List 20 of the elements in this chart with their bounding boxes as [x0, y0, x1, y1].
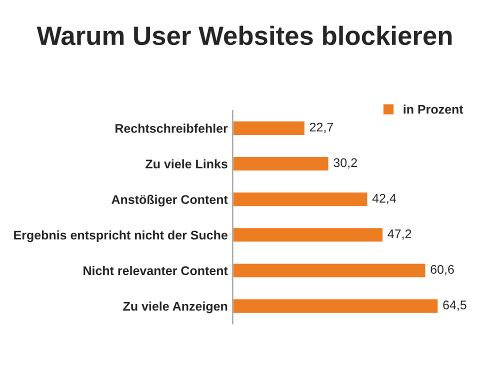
- y-tick-label: Zu viele Links: [146, 159, 228, 168]
- bar: [232, 191, 369, 208]
- bar: [232, 226, 384, 244]
- data-label: 60,6: [430, 264, 454, 276]
- data-label: 42,4: [372, 194, 396, 204]
- y-tick-label: Anstößiger Content: [112, 194, 228, 207]
- bar: [232, 156, 330, 172]
- bar: [232, 120, 306, 136]
- legend-label: in Prozent: [404, 104, 464, 114]
- data-label: 22,7: [310, 122, 333, 134]
- data-label: 47,2: [388, 229, 412, 240]
- y-tick-label: Rechtschreibfehler: [116, 124, 228, 133]
- y-tick-label: Ergebnis entspricht nicht der Suche: [14, 230, 228, 242]
- chart-title: Warum User Websites blockieren: [36, 26, 452, 46]
- bar: [232, 298, 440, 314]
- data-label: 64,5: [443, 300, 466, 311]
- y-tick-label: Nicht relevanter Content: [84, 266, 228, 276]
- bar: [232, 262, 427, 279]
- data-label: 30,2: [334, 158, 357, 169]
- y-tick-label: Zu viele Anzeigen: [123, 302, 228, 314]
